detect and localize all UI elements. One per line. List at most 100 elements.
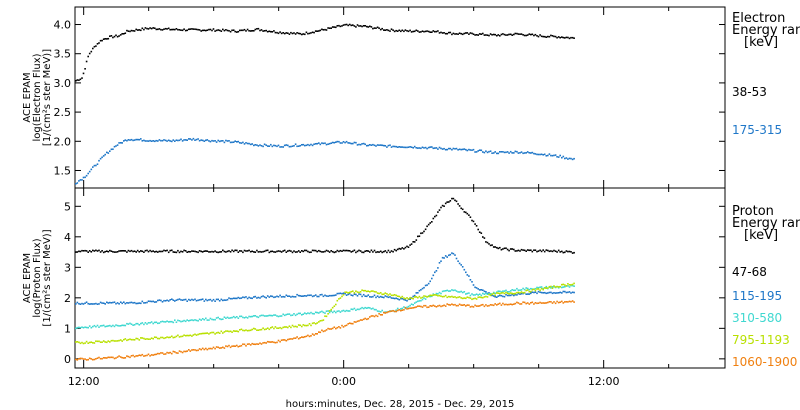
data-point xyxy=(525,293,527,295)
data-point xyxy=(564,284,566,286)
data-point xyxy=(556,36,558,39)
data-point xyxy=(395,297,397,300)
data-point xyxy=(293,32,295,34)
data-point xyxy=(143,355,145,357)
data-point xyxy=(347,323,349,325)
data-point xyxy=(328,294,331,297)
data-point xyxy=(553,154,555,157)
data-point xyxy=(254,251,257,253)
data-point xyxy=(342,294,345,296)
data-point xyxy=(256,28,258,30)
data-point xyxy=(352,308,354,311)
data-point xyxy=(435,294,438,296)
data-point xyxy=(106,250,108,252)
data-point xyxy=(503,292,506,295)
data-point xyxy=(526,249,529,251)
data-point xyxy=(537,302,540,304)
data-point xyxy=(93,342,96,344)
data-point xyxy=(246,297,249,300)
data-point xyxy=(115,324,117,326)
data-point xyxy=(517,249,520,252)
data-point xyxy=(557,249,560,252)
data-point xyxy=(496,152,498,155)
data-point xyxy=(554,35,557,38)
data-point xyxy=(225,251,227,253)
data-point xyxy=(525,152,527,154)
data-point xyxy=(217,29,219,31)
data-point xyxy=(225,299,227,301)
data-point xyxy=(279,326,281,329)
data-point xyxy=(401,247,404,249)
data-point xyxy=(260,328,263,331)
data-point xyxy=(568,37,571,40)
data-point xyxy=(480,304,483,306)
data-point xyxy=(178,320,181,322)
data-point xyxy=(336,140,339,143)
data-point xyxy=(223,347,226,349)
data-point xyxy=(480,296,483,299)
data-point xyxy=(130,338,133,341)
data-point xyxy=(285,294,288,297)
data-point xyxy=(288,249,291,252)
data-point xyxy=(164,353,167,355)
data-point xyxy=(212,298,215,301)
data-point xyxy=(520,291,523,293)
data-point xyxy=(409,29,411,32)
data-point xyxy=(186,29,188,32)
data-point xyxy=(539,249,541,252)
data-point xyxy=(167,300,170,302)
data-point xyxy=(124,139,127,141)
data-point xyxy=(276,327,278,329)
data-point xyxy=(322,295,325,298)
data-point xyxy=(364,289,366,292)
data-point xyxy=(567,36,569,39)
data-point xyxy=(164,321,167,323)
data-point xyxy=(308,251,311,254)
data-point xyxy=(307,250,309,253)
data-point xyxy=(488,34,490,37)
data-point xyxy=(418,147,421,149)
data-point xyxy=(288,33,291,35)
data-point xyxy=(191,349,193,351)
data-point xyxy=(499,294,501,297)
data-point xyxy=(288,338,291,340)
data-point xyxy=(166,351,168,354)
data-point xyxy=(325,315,328,318)
data-point xyxy=(178,251,181,254)
data-point xyxy=(149,322,151,324)
data-point xyxy=(106,357,108,359)
data-point xyxy=(98,249,100,252)
data-point xyxy=(133,324,136,326)
data-point xyxy=(418,295,421,298)
data-point xyxy=(167,321,170,323)
data-point xyxy=(183,139,185,141)
data-point xyxy=(88,341,91,344)
data-point xyxy=(257,296,260,299)
data-point xyxy=(347,142,349,144)
data-point xyxy=(92,342,94,344)
data-point xyxy=(393,310,396,313)
data-point xyxy=(325,329,328,331)
data-point xyxy=(260,145,263,147)
data-point xyxy=(333,310,336,313)
data-point xyxy=(434,271,436,274)
data-point xyxy=(129,250,131,253)
data-point xyxy=(260,251,263,253)
data-point xyxy=(390,297,393,299)
data-point xyxy=(517,302,520,304)
data-point xyxy=(191,319,193,321)
data-point xyxy=(203,29,206,32)
data-point xyxy=(497,34,500,36)
data-point xyxy=(424,304,427,307)
data-point xyxy=(327,27,329,29)
data-point xyxy=(228,30,230,32)
data-point xyxy=(133,355,136,358)
data-point xyxy=(486,293,489,295)
y-tick-label: 3 xyxy=(64,261,71,274)
data-point xyxy=(488,243,490,245)
data-point xyxy=(338,326,340,328)
data-point xyxy=(466,274,469,276)
data-point xyxy=(547,154,549,157)
data-point xyxy=(297,312,300,315)
data-point xyxy=(333,305,336,307)
